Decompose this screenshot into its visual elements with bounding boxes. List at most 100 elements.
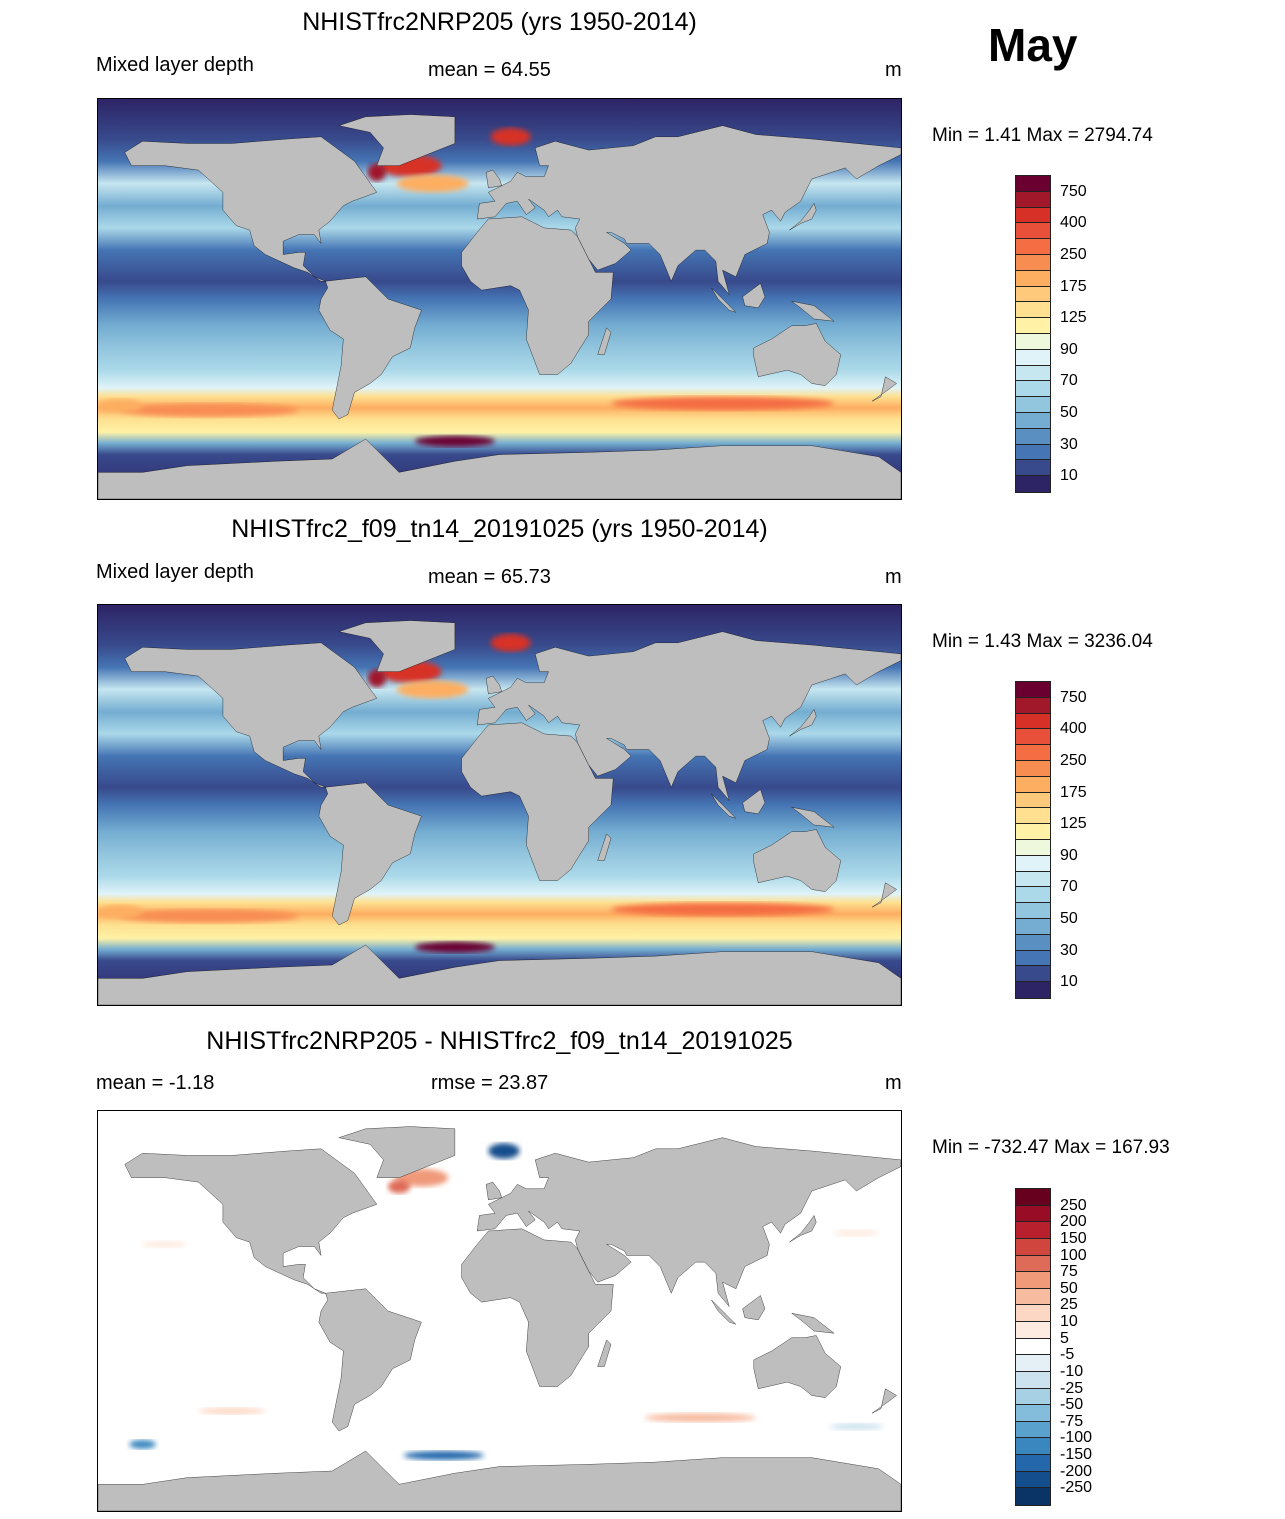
colorbar-box: [1016, 286, 1050, 303]
colorbar-box: [1016, 776, 1050, 793]
colorbar-label: 70: [1060, 878, 1078, 896]
land-sumatra: [711, 288, 736, 312]
colorbar-box: [1016, 1322, 1050, 1339]
colorbar-label: 5: [1060, 1329, 1069, 1347]
land-sumatra: [711, 794, 736, 818]
colorbar-box: [1016, 824, 1050, 840]
panel2-units: m: [885, 566, 902, 588]
colorbar-box: [1016, 903, 1050, 919]
colorbar-box: [1016, 428, 1050, 445]
land-north-america: [125, 1149, 377, 1293]
colorbar-box: [1016, 1238, 1050, 1256]
colorbar-box: [1016, 1222, 1050, 1239]
colorbar-box: [1016, 839, 1050, 856]
colorbar-label: -150: [1060, 1446, 1093, 1464]
colorbar-label: -10: [1060, 1362, 1084, 1380]
field-anomaly: [387, 1179, 411, 1194]
field-anomaly: [834, 1229, 879, 1237]
colorbar-box: [1016, 1189, 1050, 1206]
month-label: May: [988, 19, 1078, 71]
land-madagascar: [598, 1340, 611, 1367]
colorbar-box: [1016, 1388, 1050, 1406]
field-anomaly: [120, 403, 299, 417]
land-north-america: [125, 643, 377, 787]
colorbar-label: 75: [1060, 1263, 1078, 1281]
land-new-guinea: [792, 301, 834, 321]
colorbar-box: [1016, 476, 1050, 492]
land-eurasia: [477, 632, 901, 801]
panel2-variable-label: Mixed layer depth: [96, 561, 254, 583]
colorbar-label: 400: [1060, 720, 1087, 738]
panel1-map: [97, 98, 902, 500]
land-japan: [789, 203, 816, 230]
colorbar-box: [1016, 1205, 1050, 1223]
land-japan: [789, 709, 816, 736]
colorbar-label: 750: [1060, 688, 1087, 706]
land-madagascar: [598, 834, 611, 861]
field-anomaly: [490, 633, 531, 652]
colorbar-label: -100: [1060, 1429, 1093, 1447]
field-anomaly: [129, 1439, 156, 1449]
colorbar-box: [1016, 223, 1050, 240]
colorbar-box: [1016, 444, 1050, 461]
colorbar-box: [1016, 1488, 1050, 1505]
land-britain: [486, 170, 502, 188]
panel1-title: NHISTfrc2NRP205 (yrs 1950-2014): [302, 8, 697, 36]
land-britain: [486, 676, 502, 694]
land-australia: [754, 323, 841, 385]
field-anomaly: [98, 399, 143, 413]
panel3-units: m: [885, 1072, 902, 1094]
land-greenland: [339, 115, 455, 166]
panel3-title: NHISTfrc2NRP205 - NHISTfrc2_f09_tn14_201…: [206, 1027, 793, 1055]
colorbar-label: 175: [1060, 783, 1087, 801]
land-new-zealand: [872, 1389, 897, 1413]
colorbar-box: [1016, 934, 1050, 951]
colorbar-box: [1016, 1455, 1050, 1472]
land-australia: [754, 1335, 841, 1397]
colorbar-box: [1016, 1338, 1050, 1356]
colorbar-label: 50: [1060, 404, 1078, 421]
colorbar-label: 10: [1060, 1313, 1078, 1331]
colorbar-label: 400: [1060, 214, 1087, 232]
land-new-guinea: [792, 807, 834, 827]
colorbar-label: 125: [1060, 309, 1087, 327]
land-antarctica: [98, 1451, 901, 1511]
panel2-map: [97, 604, 902, 1006]
colorbar-box: [1016, 918, 1050, 935]
panel1-mean: mean = 64.55: [428, 59, 551, 81]
colorbar-box: [1016, 1305, 1050, 1322]
land-new-zealand: [872, 883, 897, 907]
colorbar-label: -50: [1060, 1396, 1084, 1414]
panel1-units: m: [885, 59, 902, 81]
land-borneo: [743, 789, 765, 813]
land-new-guinea: [792, 1313, 834, 1333]
colorbar-label: 25: [1060, 1296, 1078, 1314]
colorbar-label: -200: [1060, 1462, 1093, 1480]
panel2-mean: mean = 65.73: [428, 566, 551, 588]
colorbar-label: -5: [1060, 1346, 1075, 1364]
colorbar-box: [1016, 1355, 1050, 1372]
colorbar-label: 30: [1060, 941, 1078, 959]
colorbar-box: [1016, 966, 1050, 983]
colorbar-label: 10: [1060, 467, 1078, 485]
land-south-america: [319, 277, 422, 419]
colorbar-box: [1016, 950, 1050, 967]
field-anomaly: [414, 435, 496, 447]
map-canvas: [98, 605, 901, 1005]
land-japan: [789, 1215, 816, 1242]
colorbar-label: 90: [1060, 340, 1078, 358]
colorbar-box: [1016, 397, 1050, 413]
colorbar-label: 50: [1060, 1279, 1078, 1297]
land-greenland: [339, 621, 455, 672]
colorbar-label: 90: [1060, 846, 1078, 864]
land-south-america: [319, 1289, 422, 1431]
panel1-variable-label: Mixed layer depth: [96, 54, 254, 76]
colorbar-box: [1016, 412, 1050, 429]
land-new-zealand: [872, 377, 897, 401]
colorbar-label: 750: [1060, 182, 1087, 200]
colorbar-box: [1016, 792, 1050, 809]
field-anomaly: [414, 941, 496, 953]
panel3-mean: mean = -1.18: [96, 1072, 215, 1094]
panel3-colorbar: [1015, 1188, 1051, 1506]
colorbar-label: 50: [1060, 910, 1078, 927]
